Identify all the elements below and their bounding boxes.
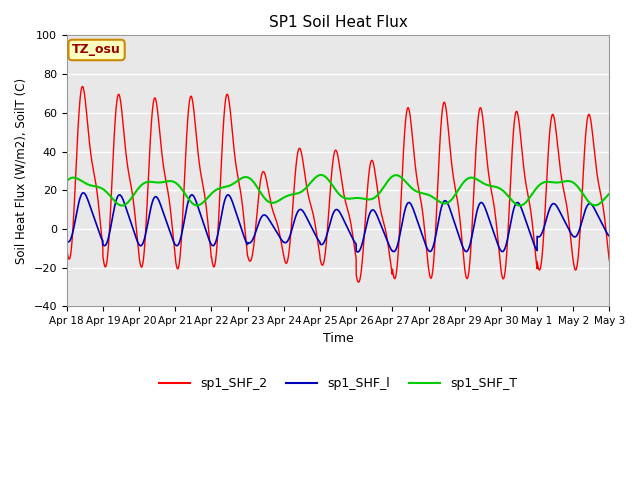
sp1_SHF_l xyxy=(79,190,87,196)
sp1_SHF_2 xyxy=(595,183,603,189)
sp1_SHF_l xyxy=(63,236,70,241)
sp1_SHF_2 xyxy=(271,214,279,220)
sp1_SHF_T xyxy=(157,180,165,185)
sp1_SHF_2 xyxy=(125,171,132,177)
sp1_SHF_T xyxy=(605,191,613,196)
sp1_SHF_2 xyxy=(79,84,86,89)
sp1_SHF_l xyxy=(595,215,603,221)
Title: SP1 Soil Heat Flux: SP1 Soil Heat Flux xyxy=(269,15,408,30)
X-axis label: Time: Time xyxy=(323,332,353,345)
sp1_SHF_T xyxy=(294,190,302,196)
sp1_SHF_T xyxy=(537,181,545,187)
sp1_SHF_l xyxy=(537,233,545,239)
Legend: sp1_SHF_2, sp1_SHF_l, sp1_SHF_T: sp1_SHF_2, sp1_SHF_l, sp1_SHF_T xyxy=(154,372,522,396)
sp1_SHF_2 xyxy=(537,264,545,270)
sp1_SHF_l xyxy=(605,233,613,239)
sp1_SHF_2 xyxy=(157,143,165,148)
sp1_SHF_T xyxy=(63,178,70,184)
sp1_SHF_2 xyxy=(605,258,613,264)
sp1_SHF_2 xyxy=(355,279,362,285)
sp1_SHF_l xyxy=(354,249,362,255)
Line: sp1_SHF_T: sp1_SHF_T xyxy=(67,175,609,205)
Line: sp1_SHF_2: sp1_SHF_2 xyxy=(67,86,609,282)
sp1_SHF_T xyxy=(118,203,126,208)
Y-axis label: Soil Heat Flux (W/m2), SoilT (C): Soil Heat Flux (W/m2), SoilT (C) xyxy=(15,78,28,264)
sp1_SHF_2 xyxy=(63,246,70,252)
sp1_SHF_T xyxy=(317,172,325,178)
sp1_SHF_T xyxy=(595,201,603,207)
sp1_SHF_l xyxy=(157,203,165,209)
sp1_SHF_2 xyxy=(294,146,302,152)
sp1_SHF_l xyxy=(125,214,132,219)
Text: TZ_osu: TZ_osu xyxy=(72,44,121,57)
Line: sp1_SHF_l: sp1_SHF_l xyxy=(67,193,609,252)
sp1_SHF_T xyxy=(125,199,132,204)
sp1_SHF_l xyxy=(271,227,279,232)
sp1_SHF_T xyxy=(271,200,279,205)
sp1_SHF_l xyxy=(294,208,302,214)
